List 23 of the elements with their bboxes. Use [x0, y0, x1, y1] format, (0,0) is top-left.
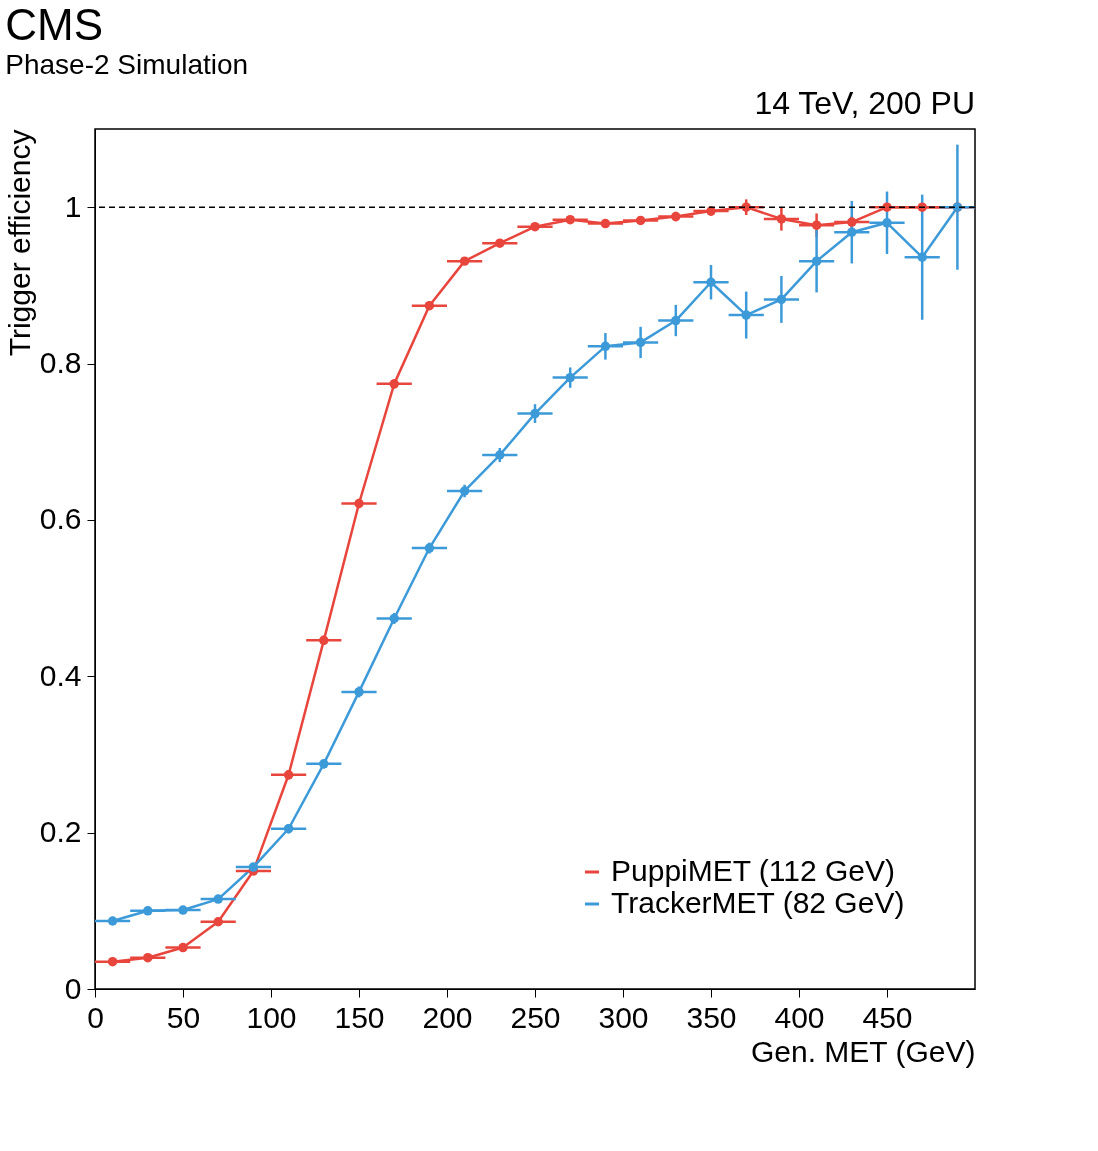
text: 14 TeV, 200 PU: [754, 85, 975, 121]
x-tick-label: 250: [510, 1000, 561, 1034]
y-axis-title: Trigger efficiency: [2, 129, 36, 357]
x-tick-label: 400: [774, 1000, 825, 1034]
x-tick-label: 300: [598, 1000, 649, 1034]
y-tick-label: 1: [64, 189, 82, 223]
legend-label: PuppiMET (112 GeV): [611, 854, 896, 887]
y-tick-label: 0.2: [39, 815, 82, 849]
x-tick-label: 350: [686, 1000, 737, 1034]
chart-title: CMS: [5, 0, 104, 49]
y-tick-label: 0.4: [39, 658, 82, 692]
x-tick-label: 0: [87, 1000, 104, 1034]
y-tick-label: 0.8: [39, 346, 82, 380]
x-tick-label: 100: [246, 1000, 297, 1034]
x-tick-label: 50: [166, 1000, 201, 1034]
y-tick-label: 0.6: [39, 502, 82, 536]
chart-subtitle: Phase-2 Simulation: [5, 49, 249, 80]
x-axis-title: Gen. MET (GeV): [750, 1034, 976, 1068]
legend-label: TrackerMET (82 GeV): [611, 886, 905, 919]
x-tick-label: 450: [862, 1000, 913, 1034]
x-tick-label: 200: [422, 1000, 473, 1034]
x-tick-label: 150: [334, 1000, 385, 1034]
y-tick-label: 0: [64, 971, 82, 1005]
